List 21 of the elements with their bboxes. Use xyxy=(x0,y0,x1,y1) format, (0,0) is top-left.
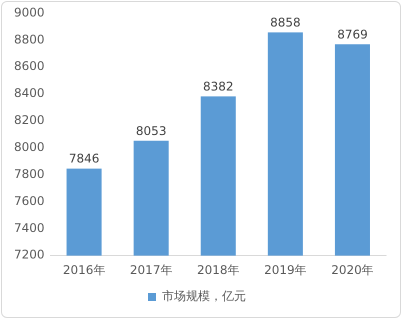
x-tick-label: 2019年 xyxy=(264,262,307,277)
legend-label: 市场规模，亿元 xyxy=(162,289,246,304)
data-label: 8769 xyxy=(337,27,368,42)
y-tick-label: 9000 xyxy=(14,5,45,20)
y-tick-label: 8000 xyxy=(14,140,45,154)
y-tick-label: 7800 xyxy=(14,166,45,181)
data-label: 8858 xyxy=(270,15,301,30)
x-tick-label: 2018年 xyxy=(196,262,240,277)
y-tick-label: 7600 xyxy=(14,194,45,208)
y-tick-label: 8600 xyxy=(14,59,45,74)
x-tick-label: 2020年 xyxy=(331,262,374,277)
y-tick-label: 8200 xyxy=(14,113,45,128)
data-label: 8053 xyxy=(136,124,166,138)
data-label: 7846 xyxy=(68,152,100,166)
x-tick-label: 2017年 xyxy=(130,262,172,277)
x-tick-label: 2016年 xyxy=(62,262,106,277)
y-tick-label: 7200 xyxy=(14,248,45,262)
y-tick-label: 8800 xyxy=(14,32,45,46)
data-label: 8382 xyxy=(202,80,234,94)
y-tick-label: 7400 xyxy=(14,220,45,235)
y-tick-label: 8400 xyxy=(14,86,45,100)
